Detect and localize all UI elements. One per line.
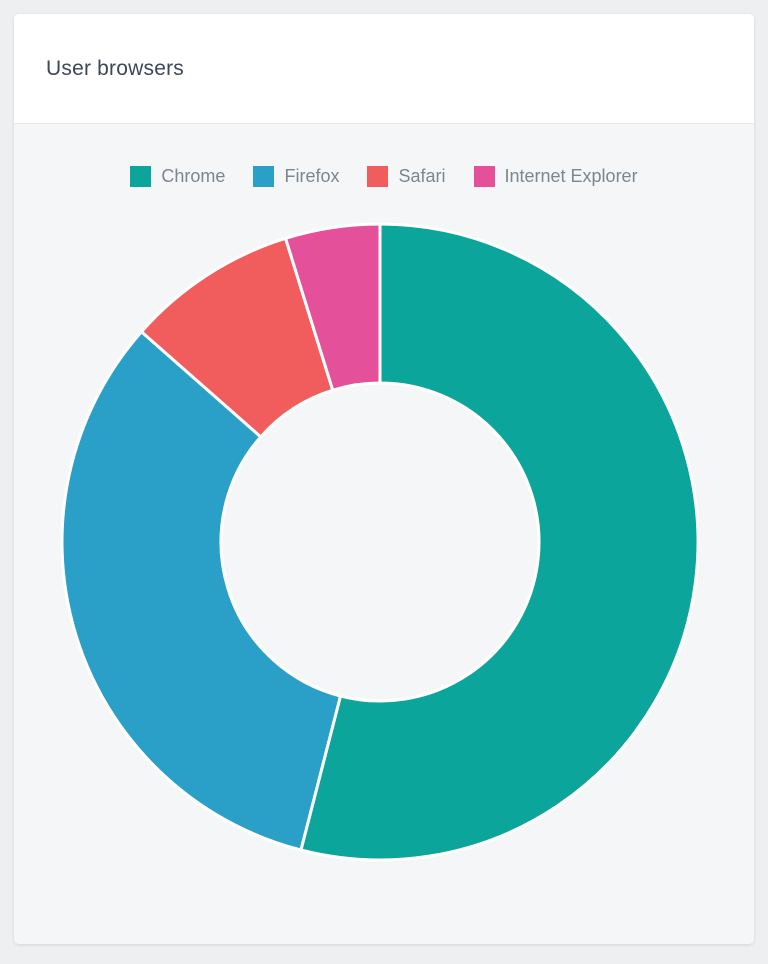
legend-item-firefox[interactable]: Firefox bbox=[253, 166, 339, 187]
legend-label-chrome: Chrome bbox=[161, 166, 226, 186]
legend-swatch-internet-explorer bbox=[473, 166, 495, 187]
user-browsers-card: User browsers Chrome Firefox Safari Interne… bbox=[14, 14, 754, 944]
donut-slice-chrome[interactable] bbox=[299, 222, 700, 862]
legend-swatch-firefox bbox=[253, 166, 275, 187]
legend-item-internet-explorer[interactable]: Internet Explorer bbox=[473, 166, 638, 187]
legend-label-internet-explorer: Internet Explorer bbox=[504, 166, 638, 186]
legend-label-firefox: Firefox bbox=[284, 166, 340, 186]
legend-swatch-chrome bbox=[130, 166, 152, 187]
donut-slice-firefox[interactable] bbox=[60, 330, 342, 852]
legend-item-chrome[interactable]: Chrome bbox=[130, 166, 225, 187]
chart-legend: Chrome Firefox Safari Internet Explorer bbox=[14, 166, 754, 187]
card-title: User browsers bbox=[46, 56, 184, 80]
legend-swatch-safari bbox=[367, 166, 389, 187]
legend-label-safari: Safari bbox=[398, 166, 446, 186]
donut-chart bbox=[60, 222, 700, 862]
donut-slice-internet-explorer[interactable] bbox=[284, 222, 382, 392]
legend-item-safari[interactable]: Safari bbox=[367, 166, 446, 187]
card-body: Chrome Firefox Safari Internet Explorer bbox=[14, 124, 754, 944]
card-header: User browsers bbox=[14, 14, 754, 124]
